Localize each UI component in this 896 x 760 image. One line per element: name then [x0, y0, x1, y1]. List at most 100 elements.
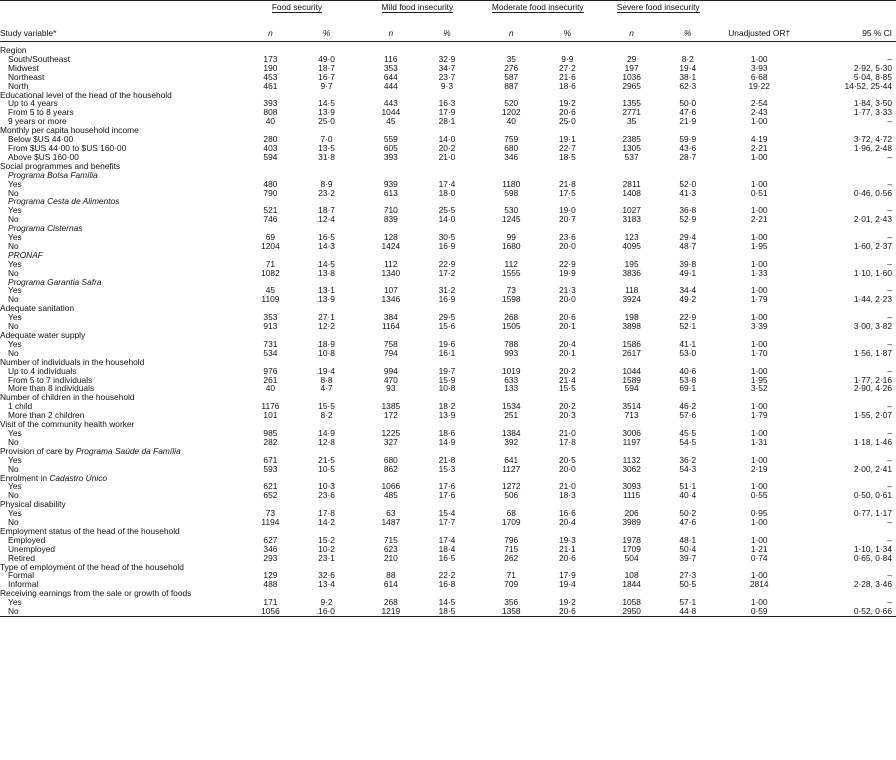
cell-n: 107 — [383, 285, 398, 296]
row-label: Retired — [8, 552, 35, 563]
table-row: Yes 45 13·1 107 31·2 73 21·3 118 34·4 1·00 – — [0, 286, 896, 295]
group-header-food-security: Food security — [271, 2, 323, 13]
cell-n: 1534 — [501, 401, 521, 412]
cell-pct: 16·1 — [438, 347, 456, 358]
cell-n: 393 — [263, 98, 278, 109]
cell-n: 534 — [263, 347, 278, 358]
cell-n: 1115 — [622, 490, 641, 501]
subsection-label: PRONAF — [8, 249, 43, 260]
cell-ci: 1·96, 2·48 — [853, 142, 892, 153]
cell-n: 282 — [263, 436, 278, 447]
cell-ci: 1·18, 1·46 — [853, 436, 892, 447]
cell-pct: 30·5 — [438, 232, 456, 243]
row-label: Yes — [8, 427, 22, 438]
cell-pct: 34·7 — [438, 62, 456, 73]
cell-pct: 49·2 — [679, 294, 697, 305]
cell-n: 68 — [506, 508, 516, 519]
cell-pct: 13·8 — [318, 267, 335, 278]
cell-pct: 21·6 — [558, 71, 576, 82]
table-row: Above $US 160·00 594 31·8 393 21·0 346 18·5 537… — [0, 151, 896, 162]
cell-n: 69 — [265, 232, 276, 243]
cell-or: 0·95 — [750, 508, 768, 519]
cell-n: 1176 — [261, 401, 280, 412]
table-row: Yes 73 17·8 63 15·4 68 16·6 206 50·2 0·95 0·77, 1·… — [0, 509, 896, 518]
cell-n: 1245 — [501, 214, 521, 225]
cell-n: 994 — [383, 365, 398, 376]
cell-pct: 40·6 — [679, 365, 697, 376]
cell-pct: 49·0 — [318, 53, 335, 64]
cell-n: 715 — [504, 543, 519, 554]
cell-pct: 29·5 — [438, 312, 456, 323]
cell-n: 605 — [383, 142, 398, 153]
cell-pct: 20·3 — [558, 410, 576, 421]
cell-pct: 18·5 — [420, 606, 474, 618]
cell-pct: 17·4 — [438, 534, 456, 545]
row-label: Employed — [8, 534, 46, 545]
cell-n: 506 — [504, 490, 519, 501]
row-label: Yes — [8, 508, 22, 519]
row-label: Yes — [8, 454, 22, 465]
row-label: Up to 4 individuals — [8, 365, 77, 376]
section-label: Educational level of the head of the hou… — [0, 89, 172, 100]
cell-n: 709 — [504, 579, 519, 590]
cell-n: 1082 — [261, 267, 280, 278]
cell-n: 461 — [263, 80, 278, 91]
cell-or: 1·00 — [750, 454, 768, 465]
cell-pct: 23·7 — [438, 71, 456, 82]
cell-n: 327 — [383, 436, 398, 447]
cell-n: 1044 — [622, 365, 641, 376]
cell-ci: – — [887, 454, 892, 465]
table-row: Yes 69 16·5 128 30·5 99 23·6 123 29·4 1·00 – — [0, 233, 896, 242]
cell-or: 0·55 — [750, 490, 768, 501]
table-row: No 1109 13·9 1346 16·9 1598 20·0 3924 49·2 1·79 1·… — [0, 295, 896, 304]
table-row: Unemployed 346 10·2 623 18·4 715 21·1 1709 50·4 1… — [0, 543, 896, 554]
cell-n: 3989 — [622, 517, 641, 528]
cell-pct: 53·0 — [679, 347, 697, 358]
cell-pct: 19·2 — [558, 597, 576, 608]
table-section-header-row: Social programmes and benefits — [0, 161, 896, 171]
cell-n: 3062 — [622, 463, 641, 474]
table-row: Yes 731 18·9 758 19·6 788 20·4 1586 41·1 1·00 – — [0, 340, 896, 349]
cell-pct: 16·6 — [558, 508, 576, 519]
row-label: Above $US 160·00 — [8, 151, 79, 162]
row-label: Formal — [8, 570, 35, 581]
cell-pct: 39·7 — [679, 552, 697, 563]
cell-ci: – — [887, 534, 892, 545]
cell-n: 758 — [383, 338, 398, 349]
table-row: North 461 9·7 444 9·3 887 18·6 2965 62·3 19·22 14·… — [0, 80, 896, 91]
table-row: No 913 12·2 1164 15·6 1505 20·1 3898 52·1 3·39 3·0… — [0, 322, 896, 331]
cell-n: 1978 — [622, 534, 641, 545]
cell-pct: 20·4 — [558, 338, 576, 349]
cell-pct: 16·0 — [300, 606, 354, 618]
cell-ci: 1·56, 1·87 — [853, 347, 892, 358]
section-label: Monthly per capita household income — [0, 125, 139, 136]
cell-n: 887 — [504, 80, 519, 91]
cell-or: 1·79 — [750, 410, 768, 421]
cell-pct: 21·1 — [558, 543, 576, 554]
column-header-pct: % — [322, 27, 331, 38]
row-label: 1 child — [8, 401, 33, 412]
cell-n: 73 — [506, 285, 516, 296]
table-row: Yes 621 10·3 1066 17·6 1272 21·0 3093 51·1 1·00 – — [0, 482, 896, 491]
cell-or: 1·00 — [750, 178, 768, 189]
cell-pct: 34·4 — [679, 285, 697, 296]
cell-pct: 20·1 — [558, 347, 576, 358]
table-row: 1 child 1176 15·5 1385 18·2 1534 20·2 3514 46·2 1… — [0, 402, 896, 411]
cell-pct: 48·1 — [679, 534, 697, 545]
cell-pct: 16·8 — [438, 579, 456, 590]
cell-pct: 7·0 — [320, 134, 333, 145]
cell-pct: 41·3 — [679, 187, 697, 198]
cell-ci: 0·52, 0·66 — [804, 606, 896, 618]
table-subsection-header-row: Programa Garantia Safra — [0, 277, 896, 287]
row-label: From 5 to 8 years — [8, 107, 74, 118]
table-row: Yes 671 21·5 680 21·8 641 20·5 1132 36·2 1·00 – — [0, 454, 896, 465]
table-section-header-row: Visit of the community health worker — [0, 420, 896, 429]
table-row: No 746 12·4 839 14·0 1245 20·7 3183 52·9 2·21 2·01… — [0, 215, 896, 224]
cell-ci: 1·84, 3·50 — [853, 98, 892, 109]
cell-n: 453 — [263, 71, 278, 82]
cell-n: 759 — [504, 134, 519, 145]
cell-ci: 0·46, 0·56 — [853, 187, 892, 198]
cell-pct: 17·9 — [438, 107, 456, 118]
cell-pct: 20·4 — [558, 517, 576, 528]
table-row: Below $US 44·00 280 7·0 559 14·0 759 19·1 2385 5… — [0, 135, 896, 144]
